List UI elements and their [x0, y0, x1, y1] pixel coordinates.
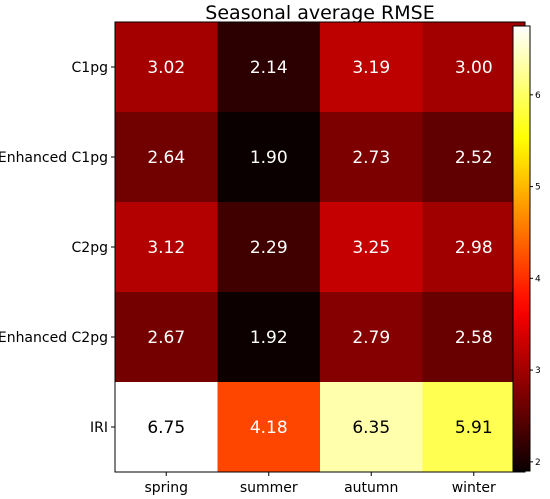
column-labels: spring summer autumn winter [144, 472, 496, 496]
y-tick-label: Enhanced C2pg [0, 330, 108, 346]
heatmap-cell [217, 382, 321, 473]
colorbar-tick-label: 2 [535, 458, 541, 468]
cell-value-label: 2.79 [352, 328, 390, 348]
colorbar-tick-label: 5 [535, 183, 541, 193]
heatmap-cell [422, 292, 526, 383]
cell-value-label: 1.92 [250, 328, 288, 348]
cell-value-label: 4.18 [250, 418, 288, 438]
heatmap-cell [422, 112, 526, 203]
cell-value-label: 2.14 [250, 58, 288, 78]
cell-value-label: 6.35 [352, 418, 390, 438]
cell-value-label: 2.52 [455, 148, 493, 168]
row-labels: C1pg Enhanced C1pg C2pg Enhanced C2pg IRI [0, 60, 115, 436]
y-tick-label: C2pg [72, 240, 108, 256]
cell-value-label: 2.98 [455, 238, 493, 258]
cell-value-label: 1.90 [250, 148, 288, 168]
chart-title: Seasonal average RMSE [205, 2, 434, 24]
colorbar-tick-label: 3 [535, 366, 541, 376]
x-tick-label: autumn [344, 480, 398, 496]
colorbar-gradient [512, 25, 531, 472]
heatmap-cell [320, 22, 423, 113]
colorbar-tick-label: 4 [535, 274, 541, 284]
cell-value-label: 2.67 [147, 328, 185, 348]
heatmap-cell [115, 382, 218, 473]
cell-value-label: 3.19 [352, 58, 390, 78]
y-tick-label: C1pg [72, 60, 108, 76]
cell-value-label: 2.58 [455, 328, 493, 348]
heatmap-cell [320, 112, 423, 203]
heatmap-cells: 3.02 2.14 3.19 3.00 2.64 1.90 2.73 2.52 3.12 2.29… [115, 22, 526, 473]
cell-value-label: 5.91 [455, 418, 493, 438]
cell-value-label: 3.12 [147, 238, 185, 258]
heatmap-cell [320, 382, 423, 473]
cell-value-label: 3.02 [147, 58, 185, 78]
x-tick-label: winter [452, 480, 496, 496]
heatmap-cell [217, 112, 321, 203]
heatmap-cell [422, 22, 526, 113]
heatmap-cell [115, 202, 218, 293]
heatmap-cell [217, 22, 321, 113]
cell-value-label: 6.75 [147, 418, 185, 438]
y-tick-label: Enhanced C1pg [0, 150, 108, 166]
cell-value-label: 2.64 [147, 148, 185, 168]
heatmap-cell [422, 202, 526, 293]
x-tick-label: spring [144, 480, 188, 496]
colorbar: 2 3 4 5 6 [512, 25, 541, 472]
colorbar-tick-label: 6 [535, 91, 541, 101]
cell-value-label: 3.25 [352, 238, 390, 258]
heatmap-cell [320, 292, 423, 383]
cell-value-label: 2.73 [352, 148, 390, 168]
heatmap-cell [217, 292, 321, 383]
heatmap-cell [217, 202, 321, 293]
heatmap-cell [422, 382, 526, 473]
heatmap-cell [115, 22, 218, 113]
x-tick-label: summer [240, 480, 298, 496]
cell-value-label: 2.29 [250, 238, 288, 258]
heatmap-cell [320, 202, 423, 293]
y-tick-label: IRI [90, 420, 108, 436]
heatmap-cell [115, 112, 218, 203]
heatmap-cell [115, 292, 218, 383]
cell-value-label: 3.00 [455, 58, 493, 78]
